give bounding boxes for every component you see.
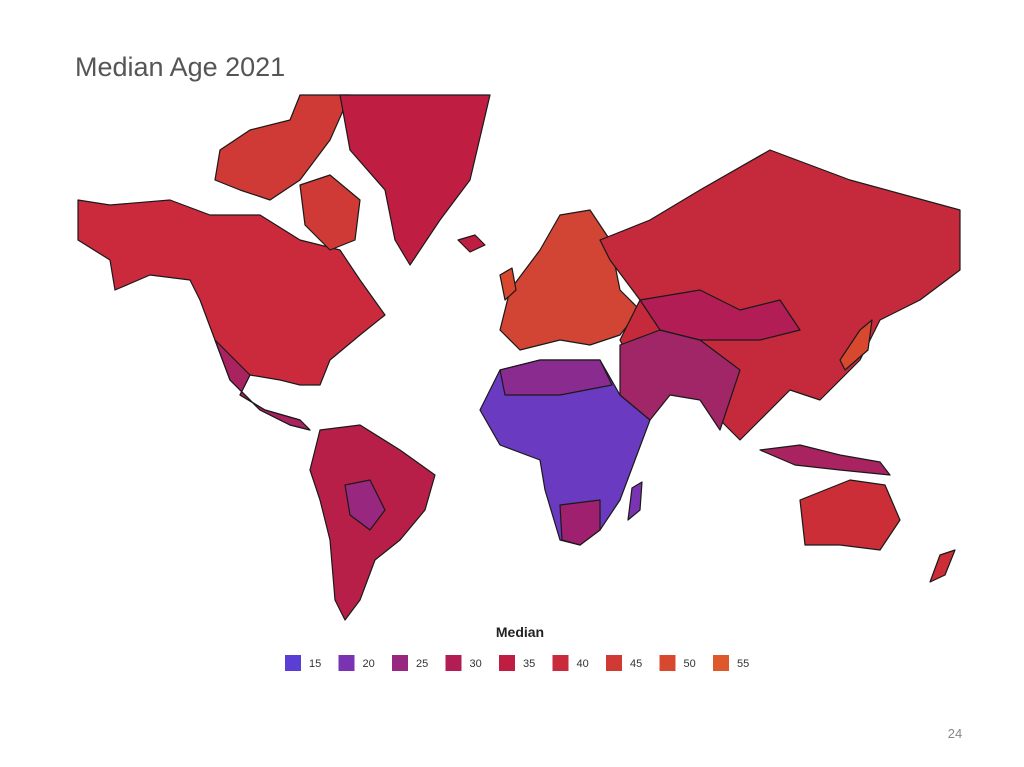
arctic-islands: [214, 94, 351, 201]
legend-label: 35: [523, 658, 535, 670]
mexico: [214, 339, 311, 431]
central-asia: [639, 289, 801, 341]
greenland: [339, 94, 491, 266]
baffin: [299, 174, 361, 251]
iceland: [457, 234, 486, 253]
legend-swatch: [659, 655, 676, 671]
north-africa: [499, 359, 613, 396]
legend-label: 15: [309, 658, 321, 670]
legend-label: 50: [684, 658, 696, 670]
legend-swatch: [606, 655, 622, 671]
world-map: [77, 94, 961, 621]
legend-title: Median: [496, 624, 544, 640]
map-title: Median Age 2021: [75, 52, 285, 82]
legend: 15 20 25 30 35 40 45 50 55: [285, 655, 749, 671]
legend-swatch: [713, 655, 729, 671]
madagascar: [627, 481, 643, 521]
legend-swatch: [499, 655, 515, 671]
legend-label: 40: [577, 658, 589, 670]
legend-swatch: [392, 655, 408, 671]
uk: [499, 267, 517, 301]
legend-label: 55: [737, 658, 749, 670]
indonesia: [759, 444, 891, 476]
new-zealand: [929, 549, 956, 583]
australia: [799, 479, 901, 551]
legend-label: 20: [363, 658, 375, 670]
legend-label: 45: [630, 658, 642, 670]
legend-swatch: [338, 655, 355, 671]
legend-label: 25: [416, 658, 428, 670]
southern-africa: [559, 499, 601, 546]
legend-label: 30: [470, 658, 482, 670]
bolivia-paraguay: [344, 479, 386, 531]
legend-swatch: [285, 655, 301, 671]
legend-swatch: [445, 655, 462, 671]
page-number: 24: [948, 726, 962, 741]
legend-swatch: [552, 655, 569, 671]
japan: [839, 319, 873, 371]
